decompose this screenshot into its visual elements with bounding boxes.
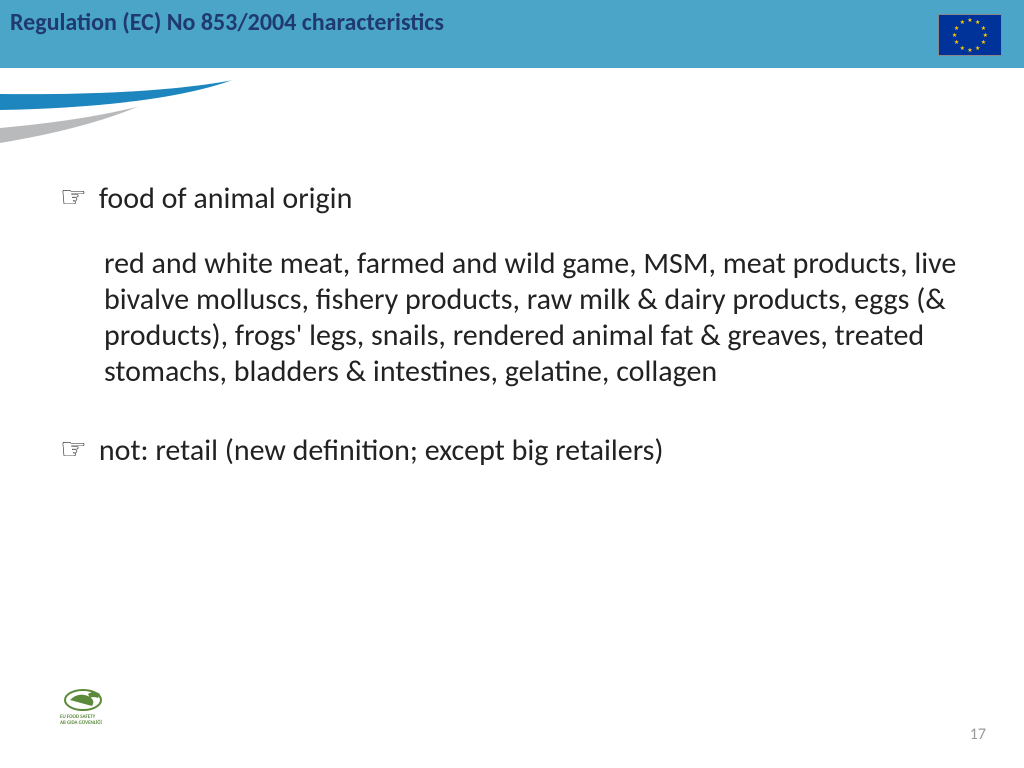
pointer-icon: ☞ (60, 432, 87, 468)
page-number: 17 (970, 725, 986, 744)
eu-flag-icon: ★ ★ ★ ★ ★ ★ ★ ★ ★ ★ ★ ★ (938, 14, 1002, 56)
bullet-text: not: retail (new definition; except big … (99, 432, 664, 470)
page-title: Regulation (EC) No 853/2004 characterist… (0, 8, 444, 37)
svg-text:AB GIDA GÜVENLİĞİ: AB GIDA GÜVENLİĞİ (60, 719, 102, 726)
swoosh-decoration (0, 68, 280, 158)
eu-stars: ★ ★ ★ ★ ★ ★ ★ ★ ★ ★ ★ ★ (954, 19, 986, 51)
footer-logo: EU FOOD SAFETY AB GIDA GÜVENLİĞİ (58, 686, 128, 726)
pointer-icon: ☞ (60, 180, 87, 216)
bullet-text: food of animal origin (99, 180, 352, 218)
bullet-item: ☞ not: retail (new definition; except bi… (60, 432, 964, 470)
content-area: ☞ food of animal origin red and white me… (60, 180, 964, 479)
bullet-item: ☞ food of animal origin (60, 180, 964, 218)
header-bar: Regulation (EC) No 853/2004 characterist… (0, 0, 1024, 68)
bullet-subtext: red and white meat, farmed and wild game… (104, 246, 964, 390)
